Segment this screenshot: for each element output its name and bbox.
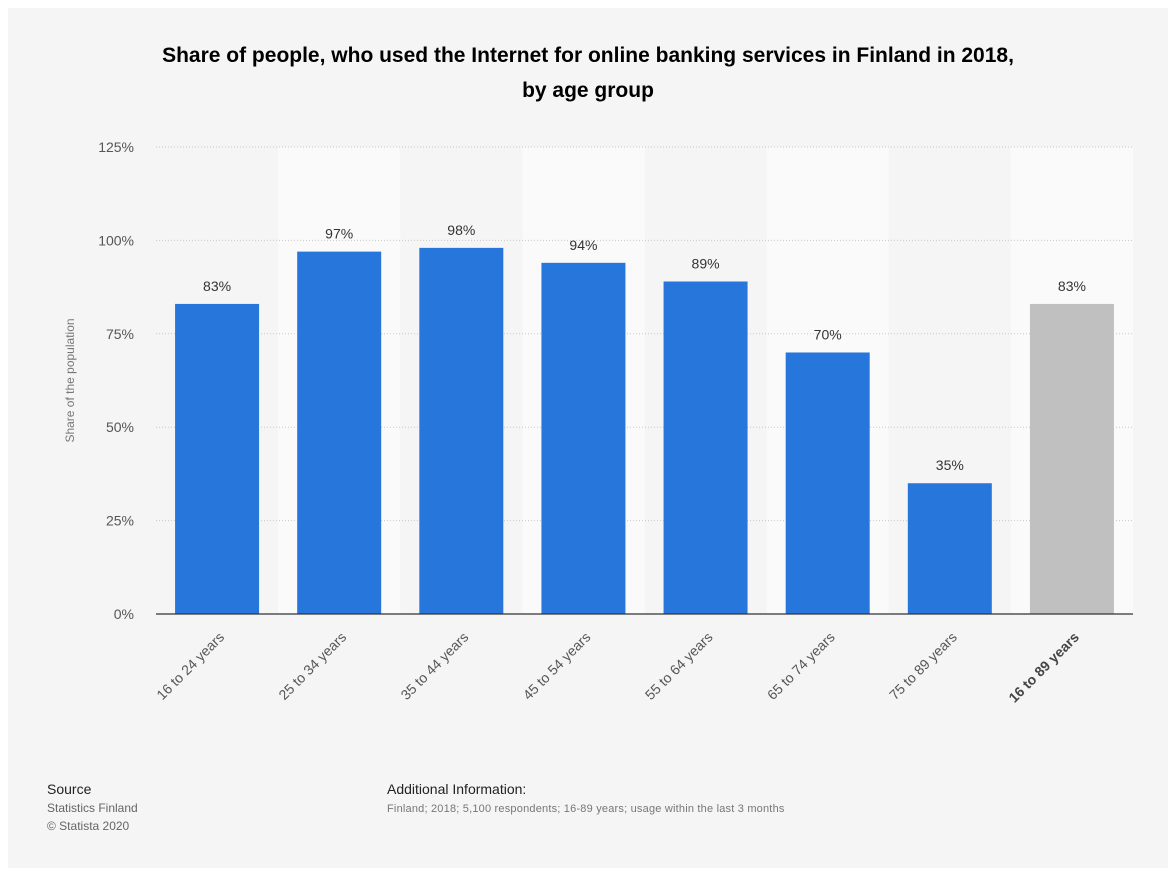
y-axis-label: Share of the population [63, 318, 77, 442]
y-tick-label: 25% [106, 513, 134, 529]
x-tick-label: 16 to 89 years [1005, 629, 1082, 706]
data-label: 98% [447, 222, 475, 238]
bar [297, 251, 382, 614]
data-label: 97% [325, 226, 353, 242]
x-tick-label: 35 to 44 years [397, 629, 471, 703]
additional-info-text: Finland; 2018; 5,100 respondents; 16-89 … [387, 803, 785, 815]
x-tick-label: 25 to 34 years [275, 629, 349, 703]
additional-info-heading: Additional Information: [387, 781, 527, 797]
chart-title-line-1: Share of people, who used the Internet f… [162, 44, 1014, 67]
chart-title: Share of people, who used the Internet f… [8, 38, 1168, 108]
y-tick-label: 75% [106, 326, 134, 342]
x-tick-label: 55 to 64 years [642, 629, 716, 703]
x-tick-label: 75 to 89 years [886, 629, 960, 703]
data-label: 94% [569, 237, 597, 253]
x-tick-label: 16 to 24 years [153, 629, 227, 703]
source-line-1: Statistics Finland [47, 801, 138, 815]
data-label: 89% [692, 255, 720, 271]
bar [785, 352, 870, 614]
bar [1029, 303, 1114, 614]
y-tick-label: 125% [98, 139, 134, 155]
x-tick-label: 65 to 74 years [764, 629, 838, 703]
y-tick-label: 50% [106, 419, 134, 435]
y-tick-label: 100% [98, 232, 134, 248]
source-line-2: © Statista 2020 [47, 819, 130, 833]
data-label: 83% [203, 278, 231, 294]
data-label: 83% [1058, 278, 1086, 294]
bar [907, 483, 992, 614]
bar-chart: 0% 25% 50% 75% 100% 125% Share of the populati… [63, 139, 1133, 706]
data-label: 70% [814, 326, 842, 342]
source-heading: Source [47, 781, 92, 797]
chart-title-line-2: by age group [522, 79, 654, 102]
bar [175, 303, 260, 614]
x-tick-label: 45 to 54 years [520, 629, 594, 703]
bar [419, 247, 504, 614]
data-label: 35% [936, 457, 964, 473]
chart-card: Share of people, who used the Internet f… [8, 8, 1168, 868]
bar [663, 281, 748, 614]
y-tick-label: 0% [114, 606, 134, 622]
bar [541, 262, 626, 614]
